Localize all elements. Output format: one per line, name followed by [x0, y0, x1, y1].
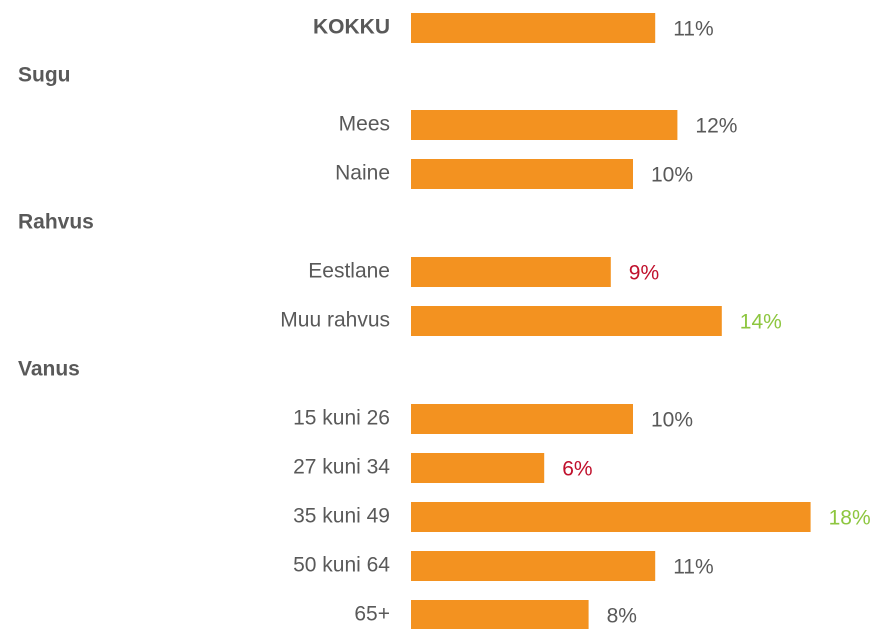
value-label: 9%: [629, 262, 659, 285]
value-label: 6%: [562, 458, 592, 481]
category-label: Muu rahvus: [280, 309, 390, 332]
bar: [411, 159, 633, 189]
category-label: Eestlane: [308, 260, 390, 283]
bar: [411, 502, 811, 532]
category-label: 35 kuni 49: [293, 505, 390, 528]
group-header: Sugu: [18, 64, 71, 87]
group-header: Rahvus: [18, 211, 94, 234]
value-label: 18%: [829, 507, 871, 530]
category-label: 15 kuni 26: [293, 407, 390, 430]
bar: [411, 551, 656, 581]
bar: [411, 306, 722, 336]
category-label: 27 kuni 34: [293, 456, 390, 479]
category-label: Naine: [335, 162, 390, 185]
category-label: 65+: [354, 603, 390, 626]
bar: [411, 110, 678, 140]
value-label: 11%: [673, 556, 713, 579]
value-label: 10%: [651, 164, 693, 187]
bar: [411, 404, 633, 434]
category-label: 50 kuni 64: [293, 554, 390, 577]
value-label: 12%: [695, 115, 737, 138]
category-label: Mees: [339, 113, 390, 136]
bar: [411, 13, 656, 43]
category-label: KOKKU: [313, 16, 390, 39]
bar: [411, 257, 611, 287]
value-label: 14%: [740, 311, 782, 334]
value-label: 11%: [673, 18, 713, 41]
bar: [411, 600, 589, 629]
value-label: 10%: [651, 409, 693, 432]
bar: [411, 453, 545, 483]
value-label: 8%: [607, 605, 637, 628]
group-header: Vanus: [18, 358, 80, 381]
